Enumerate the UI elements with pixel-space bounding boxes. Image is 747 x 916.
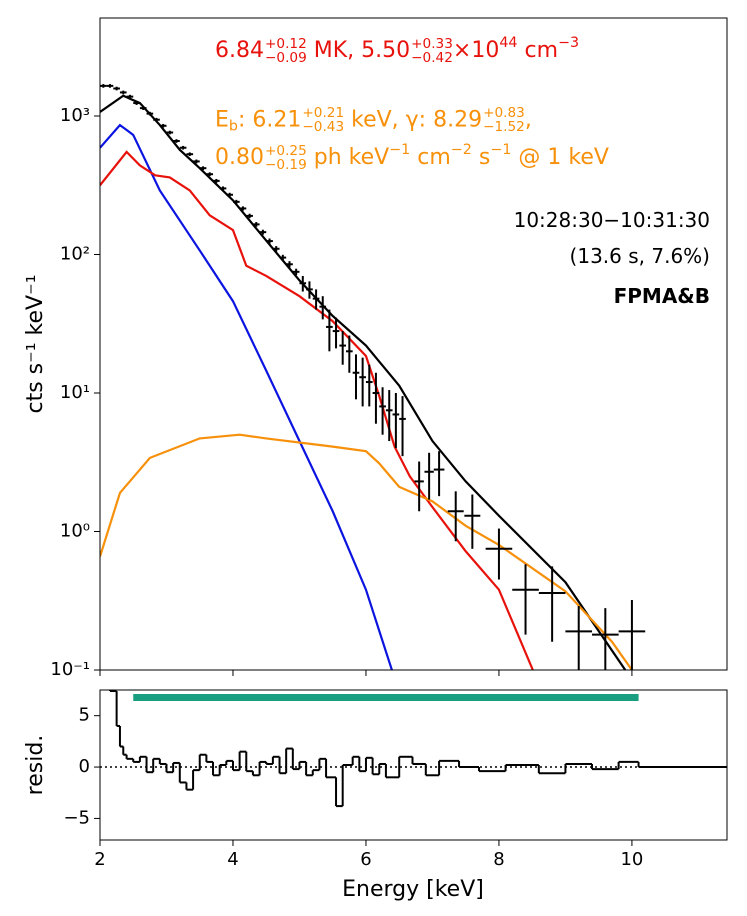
- plot-area: [100, 690, 727, 808]
- annotation-text: FPMA&B: [613, 284, 710, 308]
- annotation-text: 0.80: [215, 145, 264, 170]
- model-curve: [100, 150, 534, 670]
- annotation-text: ph keV: [306, 145, 390, 170]
- superscript: 44: [499, 35, 518, 51]
- annotation-text: cm: [410, 145, 451, 170]
- fit-range-bar: [133, 694, 639, 701]
- model-curve: [100, 433, 633, 670]
- subscript: −1.52: [483, 119, 525, 136]
- x-tick-label: 8: [493, 849, 504, 870]
- annotation: (13.6 s, 7.6%): [570, 246, 710, 266]
- y-tick-label: 5: [79, 705, 90, 726]
- annotation-text: 10:28:30−10:31:30: [513, 208, 710, 232]
- x-axis-label: Energy [keV]: [342, 877, 484, 902]
- x-tick-label: 4: [227, 849, 238, 870]
- annotation: 6.84 +0.12 −0.09 MK, 5.50 +0.33 −0.42 ×1044 c…: [215, 36, 579, 65]
- model-curve: [100, 94, 627, 670]
- subscript: b: [228, 118, 238, 135]
- sup-sub: +0.21 −0.43: [302, 106, 344, 135]
- y-tick-label: 10³: [60, 105, 90, 126]
- annotation-text: s: [471, 145, 491, 170]
- superscript: −3: [558, 35, 580, 51]
- x-tick-label: 6: [360, 849, 371, 870]
- y-tick-label: 10²: [60, 243, 90, 264]
- annotation-text: @ 1 keV: [511, 145, 609, 170]
- annotation-text: keV, γ: 8.29: [344, 107, 483, 133]
- y-tick-label: −5: [63, 807, 90, 828]
- x-tick-label: 10: [620, 849, 643, 870]
- annotation-text: 6.84: [215, 38, 264, 63]
- model-curve: [100, 123, 393, 670]
- plot-area: [100, 84, 646, 670]
- annotation: FPMA&B: [614, 286, 710, 306]
- sup-sub: +0.12 −0.09: [264, 35, 307, 66]
- superscript: +0.25: [264, 142, 307, 159]
- annotation: 0.80 +0.25 −0.19 ph keV−1 cm−2 s−1 @ 1 keV: [215, 143, 609, 172]
- superscript: −1: [490, 142, 512, 158]
- annotation: 10:28:30−10:31:30: [514, 210, 710, 230]
- y-tick-label: 10⁰: [60, 520, 90, 541]
- axes-frame: [99, 17, 728, 671]
- subscript: −0.09: [264, 50, 307, 66]
- superscript: +0.21: [302, 105, 345, 121]
- y-axis-label: resid.: [23, 735, 48, 796]
- annotation-text: : 6.21: [237, 107, 302, 133]
- superscript: +0.33: [411, 35, 453, 52]
- annotation-text: ,: [524, 107, 532, 133]
- y-axis-label: cts s⁻¹ keV⁻¹: [23, 274, 48, 413]
- sup-sub: +0.83 −1.52: [483, 106, 525, 135]
- annotation-text: ×10: [452, 38, 500, 63]
- sup-sub: +0.25 −0.19: [264, 142, 307, 173]
- annotation-text: cm: [517, 38, 559, 63]
- subscript: −0.42: [411, 50, 453, 66]
- subscript: −0.43: [302, 119, 345, 136]
- subscript: −0.19: [264, 157, 307, 173]
- annotation-text: MK, 5.50: [306, 38, 411, 63]
- annotation-text: (13.6 s, 7.6%): [569, 244, 710, 268]
- annotation: Eb: 6.21 +0.21 −0.43 keV, γ: 8.29 +0.83 −1.5…: [215, 106, 532, 135]
- sup-sub: +0.33 −0.42: [411, 35, 453, 66]
- superscript: +0.12: [264, 35, 307, 52]
- y-tick-label: 0: [79, 756, 90, 777]
- y-tick-label: 10¹: [60, 382, 90, 403]
- annotation-text: E: [215, 107, 229, 133]
- superscript: −2: [450, 142, 472, 158]
- y-tick-label: 10⁻¹: [50, 659, 90, 680]
- axes-frame: [99, 689, 728, 841]
- superscript: +0.83: [483, 105, 525, 121]
- x-tick-label: 2: [94, 849, 105, 870]
- superscript: −1: [389, 142, 411, 158]
